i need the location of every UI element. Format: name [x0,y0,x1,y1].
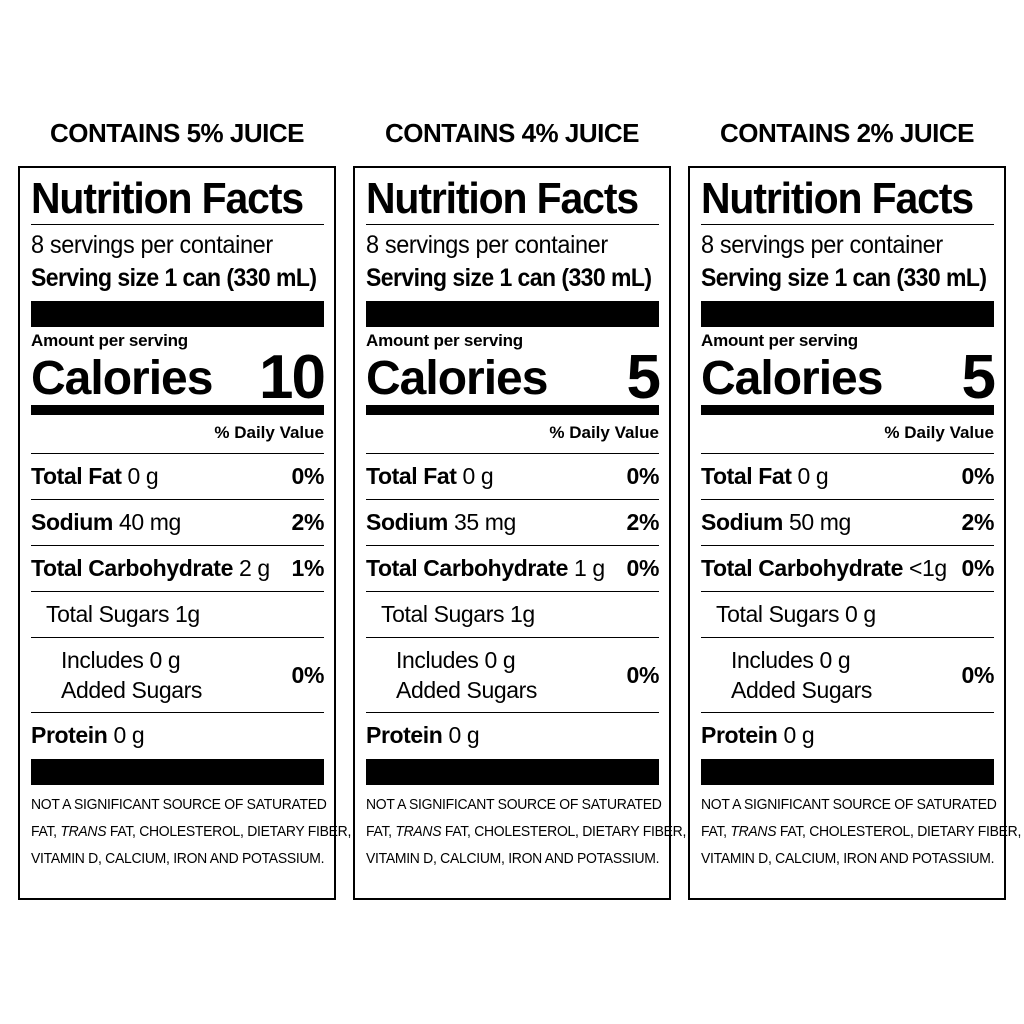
nutrition-facts-title: Nutrition Facts [701,174,974,223]
carbohydrate-row: Total Carbohydrate 1 g 0% [366,546,659,592]
protein-row: Protein 0 g [701,721,815,748]
calories-row: Calories 10 [31,343,326,412]
nutrition-panel-2-percent: CONTAINS 2% JUICE Nutrition Facts 8 serv… [688,110,1022,900]
added-sugars-row: Includes 0 g Added Sugars 0% [366,638,659,713]
calories-label: Calories [366,352,548,405]
calories-value: 5 [626,343,662,412]
serving-size: Serving size 1 can (330 mL) [31,264,317,292]
total-fat-row: Total Fat 0 g 0% [31,454,324,500]
servings-per-container: 8 servings per container [701,231,943,259]
medium-divider [31,405,324,415]
footer-divider [366,759,659,785]
daily-value-header: % Daily Value [701,415,994,454]
daily-value-header: % Daily Value [366,415,659,454]
sodium-row: Sodium 35 mg 2% [366,500,659,546]
amount-per-serving: Amount per serving [31,331,188,350]
calories-value: 10 [259,343,326,412]
sodium-row: Sodium 40 mg 2% [31,500,324,546]
juice-heading: CONTAINS 5% JUICE [50,118,304,148]
amount-per-serving: Amount per serving [701,331,858,350]
footnote: NOT A SIGNIFICANT SOURCE OF SATURATED FA… [366,796,687,867]
servings-per-container: 8 servings per container [366,231,608,259]
medium-divider [366,405,659,415]
thick-divider [701,301,994,327]
nutrition-facts-label: Nutrition Facts 8 servings per container… [353,166,687,900]
protein-row: Protein 0 g [366,721,480,748]
serving-size: Serving size 1 can (330 mL) [701,264,987,292]
calories-value: 5 [961,343,997,412]
total-sugars-row: Total Sugars 0 g [701,592,994,638]
juice-heading: CONTAINS 4% JUICE [385,118,639,148]
serving-size: Serving size 1 can (330 mL) [366,264,652,292]
footer-divider [701,759,994,785]
nutrition-facts-label: Nutrition Facts 8 servings per container… [18,166,352,900]
total-sugars-row: Total Sugars 1g [31,592,324,638]
amount-per-serving: Amount per serving [366,331,523,350]
nutrition-facts-label: Nutrition Facts 8 servings per container… [688,166,1022,900]
total-fat-row: Total Fat 0 g 0% [366,454,659,500]
added-sugars-row: Includes 0 g Added Sugars 0% [701,638,994,713]
thick-divider [366,301,659,327]
calories-row: Calories 5 [366,343,662,412]
nutrition-facts-title: Nutrition Facts [31,174,304,223]
total-sugars-row: Total Sugars 1g [366,592,659,638]
calories-row: Calories 5 [701,343,997,412]
carbohydrate-row: Total Carbohydrate <1g 0% [701,546,994,592]
nutrition-facts-title: Nutrition Facts [366,174,639,223]
calories-label: Calories [701,352,883,405]
footer-divider [31,759,324,785]
juice-heading: CONTAINS 2% JUICE [720,118,974,148]
daily-value-header: % Daily Value [31,415,324,454]
added-sugars-row: Includes 0 g Added Sugars 0% [31,638,324,713]
calories-label: Calories [31,352,213,405]
medium-divider [701,405,994,415]
thick-divider [31,301,324,327]
nutrition-panel-4-percent: CONTAINS 4% JUICE Nutrition Facts 8 serv… [353,110,687,900]
footnote: NOT A SIGNIFICANT SOURCE OF SATURATED FA… [31,796,352,867]
sodium-row: Sodium 50 mg 2% [701,500,994,546]
protein-row: Protein 0 g [31,721,145,748]
servings-per-container: 8 servings per container [31,231,273,259]
footnote: NOT A SIGNIFICANT SOURCE OF SATURATED FA… [701,796,1022,867]
total-fat-row: Total Fat 0 g 0% [701,454,994,500]
carbohydrate-row: Total Carbohydrate 2 g 1% [31,546,324,592]
nutrition-panel-5-percent: CONTAINS 5% JUICE Nutrition Facts 8 serv… [18,110,352,900]
